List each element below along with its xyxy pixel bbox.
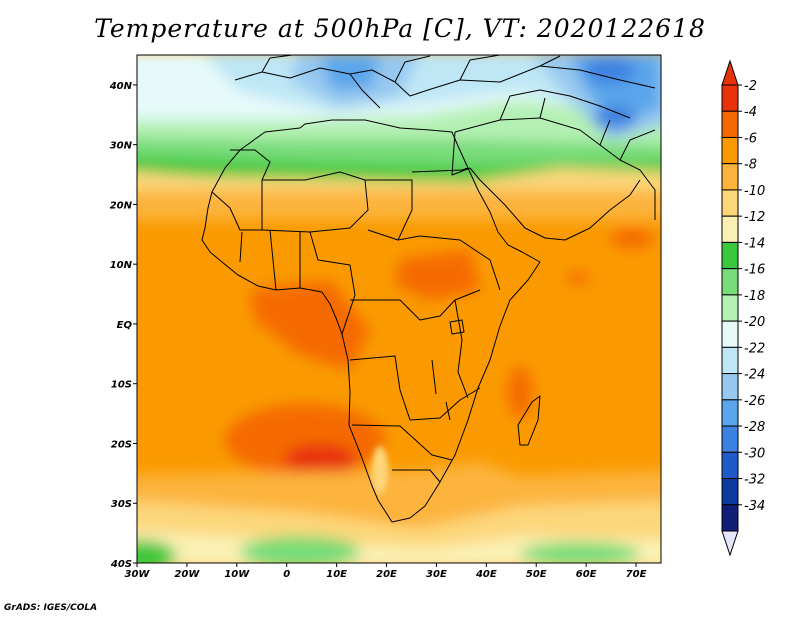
colorbar-label: -26 xyxy=(744,394,765,409)
colorbar-swatch xyxy=(721,241,739,270)
lat-tick-label: EQ xyxy=(117,320,133,331)
lon-tick-label: 20E xyxy=(376,569,397,580)
colorbar-swatch xyxy=(721,504,739,532)
colorbar-label: -20 xyxy=(744,315,765,330)
colorbar-label: -6 xyxy=(744,131,757,146)
lon-tick-label: 40E xyxy=(475,569,497,580)
colorbar-label: -28 xyxy=(744,420,765,435)
lon-tick-label: 30E xyxy=(426,569,447,580)
lon-tick-label: 50E xyxy=(526,569,547,580)
colorbar-label: -4 xyxy=(744,105,757,120)
coastlines xyxy=(201,55,656,523)
map-frame xyxy=(136,54,662,564)
colorbar-swatch xyxy=(721,346,739,375)
colorbar-swatch xyxy=(721,478,739,506)
lon-tick-label: 60E xyxy=(576,569,597,580)
colorbar-swatch xyxy=(721,84,739,112)
colorbar-label: -32 xyxy=(744,473,765,488)
colorbar-swatch xyxy=(721,268,739,296)
colorbar-swatch xyxy=(721,320,739,348)
longitude-tick-labels: 30W 20W 10W 0 10E 20E 30E 40E 50E 60E 70E xyxy=(125,563,647,580)
lat-tick-label: 10N xyxy=(110,260,133,271)
temperature-field xyxy=(137,55,661,563)
lon-tick-label: 20W xyxy=(174,569,200,580)
colorbar-swatch xyxy=(721,189,739,217)
colorbar-label: -12 xyxy=(744,210,765,225)
colorbar-swatch xyxy=(721,425,739,453)
colorbar-label: -16 xyxy=(744,263,765,278)
colorbar-label: -10 xyxy=(744,184,765,199)
colorbar-swatch xyxy=(721,136,739,165)
colorbar-swatch xyxy=(721,451,739,480)
lat-tick-label: 40N xyxy=(109,81,133,92)
colorbar-label: -24 xyxy=(744,368,765,383)
lat-tick-label: 20N xyxy=(110,200,133,211)
lon-tick-label: 10E xyxy=(326,569,347,580)
colorbar-swatch xyxy=(721,294,739,322)
lat-tick-label: 10S xyxy=(111,380,132,391)
lat-tick-label: 40S xyxy=(110,559,132,570)
colorbar-swatch xyxy=(721,399,739,427)
colorbar-label: -18 xyxy=(744,289,765,304)
colorbar-label: -14 xyxy=(744,236,765,251)
lat-tick-label: 20S xyxy=(111,439,132,450)
colorbar-swatch xyxy=(721,163,739,191)
lat-tick-label: 30S xyxy=(111,499,132,510)
colorbar: -2 -4 -6 -8 -10 -12 -14 -16 -18 -20 -22 -24 -26 -28 -3… xyxy=(721,59,765,557)
colorbar-label: -8 xyxy=(744,158,757,173)
lat-tick-label: 30N xyxy=(110,141,133,152)
lon-tick-label: 70E xyxy=(626,569,647,580)
colorbar-label: -30 xyxy=(744,446,765,461)
colorbar-over-triangle xyxy=(721,59,739,86)
colorbar-swatch xyxy=(721,215,739,243)
colorbar-under-triangle xyxy=(721,530,739,557)
colorbar-swatch xyxy=(721,110,739,138)
latitude-tick-labels: 40S 30S 20S 10S EQ 10N 20N 30N 40N xyxy=(109,81,137,570)
colorbar-label: -22 xyxy=(744,341,765,356)
colorbar-swatch xyxy=(721,373,739,401)
lon-tick-label: 30W xyxy=(125,569,151,580)
lon-tick-label: 0 xyxy=(283,569,290,580)
lon-tick-label: 10W xyxy=(224,569,250,580)
map-title: Temperature at 500hPa [C], VT: 202012261… xyxy=(94,14,706,43)
grads-credit: GrADS: IGES/COLA xyxy=(4,603,98,613)
colorbar-label: -2 xyxy=(744,79,757,94)
colorbar-label: -34 xyxy=(744,499,765,514)
